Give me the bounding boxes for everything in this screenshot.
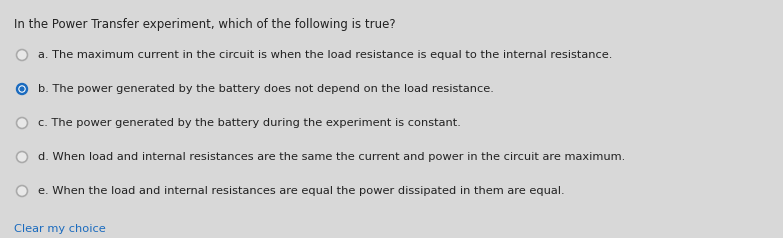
Circle shape bbox=[20, 87, 24, 91]
Circle shape bbox=[16, 84, 27, 94]
Text: c. The power generated by the battery during the experiment is constant.: c. The power generated by the battery du… bbox=[38, 118, 461, 128]
Text: a. The maximum current in the circuit is when the load resistance is equal to th: a. The maximum current in the circuit is… bbox=[38, 50, 612, 60]
Circle shape bbox=[16, 118, 27, 129]
Text: b. The power generated by the battery does not depend on the load resistance.: b. The power generated by the battery do… bbox=[38, 84, 494, 94]
Text: d. When load and internal resistances are the same the current and power in the : d. When load and internal resistances ar… bbox=[38, 152, 626, 162]
Circle shape bbox=[16, 185, 27, 197]
Circle shape bbox=[16, 152, 27, 163]
Circle shape bbox=[19, 86, 25, 92]
Circle shape bbox=[16, 50, 27, 60]
Text: In the Power Transfer experiment, which of the following is true?: In the Power Transfer experiment, which … bbox=[14, 18, 395, 31]
Text: Clear my choice: Clear my choice bbox=[14, 224, 106, 234]
Text: e. When the load and internal resistances are equal the power dissipated in them: e. When the load and internal resistance… bbox=[38, 186, 565, 196]
